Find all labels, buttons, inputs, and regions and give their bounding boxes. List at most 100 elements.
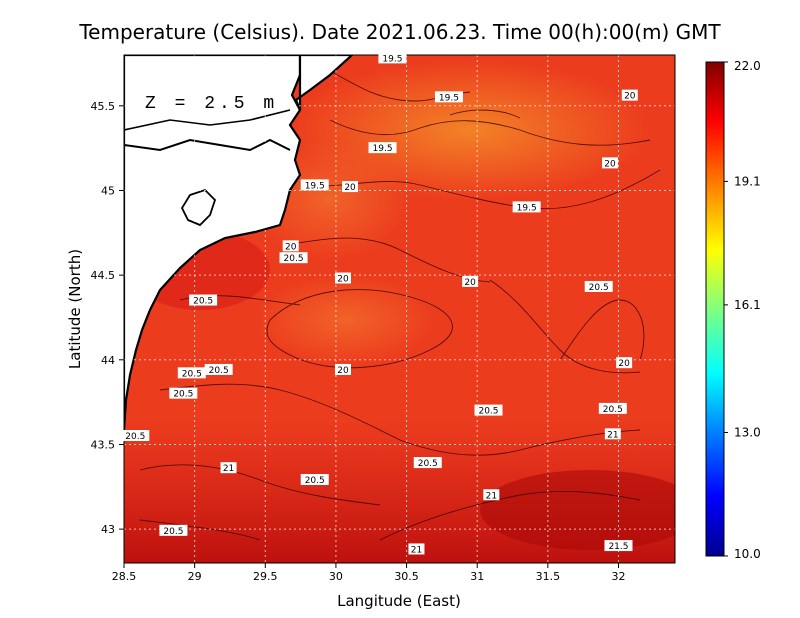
color-scale-tick-label: 13.0 xyxy=(734,426,761,440)
y-tick-label: 43 xyxy=(101,523,115,536)
contour-label-text: 20.5 xyxy=(163,527,183,537)
map-plot-area xyxy=(124,55,675,563)
contour-label-text: 20 xyxy=(344,183,356,193)
contour-label-box xyxy=(169,387,198,399)
y-tick-label: 44 xyxy=(101,354,115,367)
color-scale-bar: 22.0 19.1 16.1 13.0 10.0 xyxy=(705,59,761,561)
contour-label-text: 20 xyxy=(285,242,297,252)
contour-label-text: 21 xyxy=(607,430,618,440)
contour-label-text: 20.5 xyxy=(209,366,229,376)
x-tick-label: 31.5 xyxy=(536,570,561,583)
contour-label: 20 xyxy=(602,157,619,169)
contour-label-text: 20 xyxy=(624,92,636,102)
contour-label: 20.5 xyxy=(204,363,233,376)
contour-label: 21.5 xyxy=(604,540,633,552)
contour-label: 20.5 xyxy=(300,474,329,486)
color-scale-tick-label: 19.1 xyxy=(734,174,761,188)
grid-lines xyxy=(123,55,675,563)
contour-label-box xyxy=(602,157,619,169)
contour-label: 20 xyxy=(621,89,638,102)
contour-label: 20.5 xyxy=(584,280,613,293)
color-scale-tick-label: 10.0 xyxy=(734,547,761,561)
color-scale-ticks: 22.0 19.1 16.1 13.0 10.0 xyxy=(724,59,761,561)
contour-label-text: 19.5 xyxy=(517,203,537,213)
contour-label-text: 20.5 xyxy=(173,390,193,400)
y-tick-label: 45 xyxy=(101,184,115,197)
x-tick-label: 29 xyxy=(188,570,202,583)
x-tick-label: 30 xyxy=(329,570,343,583)
contour-label-text: 20.5 xyxy=(125,432,145,442)
contour-label: 21 xyxy=(408,543,425,555)
contour-label: 20 xyxy=(282,240,299,252)
contour-label-text: 19.5 xyxy=(439,93,459,103)
y-axis-label: Latitude (North) xyxy=(66,249,84,369)
contour-label-text: 20.5 xyxy=(284,254,304,264)
contour-label: 20 xyxy=(342,181,359,193)
contour-label: 20.5 xyxy=(413,457,442,469)
contour-label-text: 20 xyxy=(337,366,349,376)
contour-label-text: 20.5 xyxy=(305,476,325,486)
contour-label-box xyxy=(584,280,613,292)
contour-label-text: 21 xyxy=(411,545,422,555)
contour-label: 20 xyxy=(334,272,351,285)
contour-label: 20.5 xyxy=(279,252,308,264)
contour-label-box xyxy=(334,363,351,375)
contour-label: 20.5 xyxy=(169,387,198,400)
color-scale-tick-label: 22.0 xyxy=(734,59,761,73)
contour-label-text: 20 xyxy=(618,359,630,369)
contour-label: 20 xyxy=(462,275,479,288)
contour-label-box xyxy=(604,540,633,552)
contour-label-text: 20 xyxy=(604,159,616,169)
contour-label-text: 20.5 xyxy=(193,297,213,307)
contour-label-box xyxy=(408,543,425,555)
x-tick-label: 29.5 xyxy=(253,570,278,583)
page-title: Temperature (Celsius). Date 2021.06.23. … xyxy=(79,20,721,44)
y-axis-ticks: 43 43.5 44 44.5 45 45.5 xyxy=(91,100,124,536)
contour-label-box xyxy=(604,428,621,440)
contour-label-box xyxy=(413,457,442,469)
contour-label-box xyxy=(598,402,627,414)
contour-label-box xyxy=(378,52,407,64)
contour-label-box xyxy=(483,489,500,501)
contour-label-box xyxy=(189,294,218,306)
contour-label: 20.5 xyxy=(159,524,188,537)
contour-label-text: 20.5 xyxy=(478,407,498,417)
contour-label: 20.5 xyxy=(177,367,206,379)
border-line xyxy=(124,138,291,152)
contour-label-text: 20.5 xyxy=(603,405,623,415)
contour-label: 20.5 xyxy=(121,430,150,442)
contour-label: 21 xyxy=(604,428,621,440)
contour-label-box xyxy=(220,462,237,474)
x-tick-label: 31 xyxy=(470,570,484,583)
contour-label-text: 20.5 xyxy=(589,283,609,293)
contour-label: 20.5 xyxy=(598,402,627,415)
contour-label: 19.5 xyxy=(512,201,541,213)
contour-label: 19.5 xyxy=(378,52,407,64)
contour-label-box xyxy=(342,181,359,193)
contour-label-box xyxy=(300,179,329,191)
contour-label: 20.5 xyxy=(474,404,503,417)
x-axis-label: Langitude (East) xyxy=(337,592,461,610)
border-line xyxy=(124,109,291,131)
contour-label-box xyxy=(282,240,299,252)
contour-label-box xyxy=(512,201,541,213)
contour-label-text: 19.5 xyxy=(382,54,402,64)
coastline-land xyxy=(294,55,354,111)
contour-label-box xyxy=(474,404,503,416)
color-scale-gradient xyxy=(705,61,725,557)
contour-label-box xyxy=(621,89,638,101)
contour-label-box xyxy=(279,252,308,264)
contour-label-text: 19.5 xyxy=(305,181,325,191)
contour-label: 20 xyxy=(616,357,633,369)
depth-label: Z = 2.5 m xyxy=(145,94,278,114)
contour-label-text: 21.5 xyxy=(608,542,628,552)
contour-label-text: 21 xyxy=(486,491,497,501)
contour-label-box xyxy=(159,524,188,536)
lake-outline xyxy=(180,188,217,227)
x-tick-label: 32 xyxy=(611,570,625,583)
contour-label: 19.5 xyxy=(368,142,397,154)
contour-label: 19.5 xyxy=(434,91,463,103)
contour-label: 21 xyxy=(483,489,500,501)
y-tick-label: 45.5 xyxy=(91,100,116,113)
